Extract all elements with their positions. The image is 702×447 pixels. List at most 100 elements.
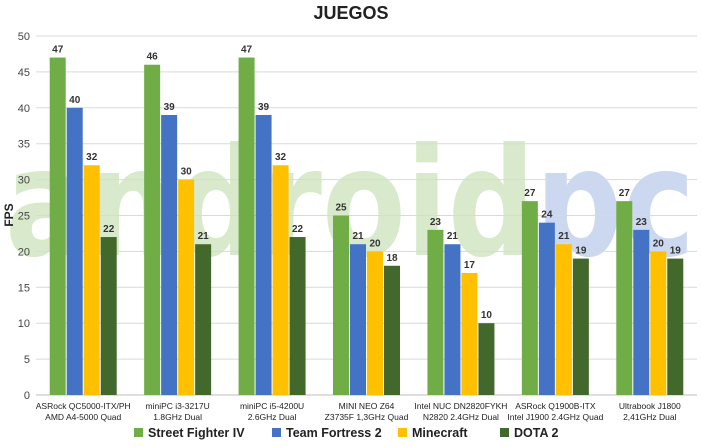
bar bbox=[572, 258, 589, 395]
x-tick-label: Ultrabook J1800 2,41GHz Dual bbox=[619, 401, 681, 422]
data-label: 32 bbox=[86, 152, 98, 163]
bar bbox=[66, 107, 83, 396]
legend-item: DOTA 2 bbox=[500, 426, 558, 440]
bar bbox=[289, 237, 306, 395]
bar bbox=[555, 244, 572, 395]
data-label: 40 bbox=[69, 95, 81, 106]
data-label: 18 bbox=[386, 253, 398, 264]
y-tick-label: 40 bbox=[18, 103, 30, 115]
bar bbox=[255, 114, 272, 395]
bar bbox=[444, 244, 461, 395]
data-label: 19 bbox=[575, 246, 587, 257]
bar bbox=[100, 237, 117, 395]
x-tick-label: ASRock Q1900B-ITX Intel J1900 2.4GHz Quad bbox=[507, 401, 603, 422]
bar bbox=[521, 201, 538, 395]
bar bbox=[384, 265, 400, 395]
bar bbox=[178, 179, 195, 395]
data-label: 39 bbox=[258, 102, 270, 113]
legend-swatch bbox=[500, 428, 509, 437]
category-group: 27 24 21 19 bbox=[521, 188, 589, 395]
data-label: 27 bbox=[524, 188, 536, 199]
data-label: 23 bbox=[430, 217, 442, 228]
y-tick-label: 45 bbox=[18, 67, 30, 79]
y-tick-label: 30 bbox=[18, 175, 30, 187]
data-label: 25 bbox=[335, 203, 347, 214]
x-tick-label: miniPC i5-4200U 2.6GHz Dual bbox=[240, 401, 304, 422]
y-tick-label: 35 bbox=[18, 139, 30, 151]
category-group: 25 21 20 18 bbox=[333, 203, 400, 395]
category-group: 23 21 17 10 bbox=[427, 217, 495, 395]
legend: Street Fighter IV Team Fortress 2 Minecraf… bbox=[134, 426, 558, 440]
data-label: 23 bbox=[636, 217, 648, 228]
bar bbox=[633, 229, 650, 395]
bar bbox=[667, 258, 684, 395]
x-tick-label: Intel NUC DN2820FYKH N2820 2.4GHz Dual bbox=[414, 401, 507, 422]
chart-title: JUEGOS bbox=[313, 3, 388, 23]
legend-label: DOTA 2 bbox=[514, 426, 558, 440]
bar bbox=[333, 215, 349, 395]
bars: 47 40 32 22 46 39 30 21 47 39 32 22 25 21 20 18 23 21 17 10… bbox=[49, 45, 684, 396]
category-group: 47 40 32 22 bbox=[49, 45, 117, 396]
y-axis-label: FPS bbox=[2, 203, 16, 226]
bar bbox=[367, 251, 383, 395]
legend-label: Minecraft bbox=[412, 426, 468, 440]
bar bbox=[478, 323, 495, 395]
bar bbox=[427, 229, 444, 395]
bar bbox=[195, 244, 212, 395]
bar bbox=[538, 222, 555, 395]
data-label: 47 bbox=[52, 45, 64, 56]
data-label: 32 bbox=[275, 152, 287, 163]
y-tick-label: 15 bbox=[18, 282, 30, 294]
y-tick-label: 5 bbox=[24, 354, 30, 366]
x-tick-label: MINI NEO Z64 Z3735F 1,3GHz Quad bbox=[325, 401, 409, 422]
data-label: 27 bbox=[619, 188, 631, 199]
data-label: 47 bbox=[241, 45, 253, 56]
bar bbox=[161, 114, 178, 395]
gridlines bbox=[36, 35, 697, 396]
data-label: 21 bbox=[558, 231, 570, 242]
data-label: 22 bbox=[292, 224, 304, 235]
bar bbox=[238, 57, 255, 395]
data-label: 20 bbox=[653, 238, 665, 249]
axes: 0 5 10 15 20 25 30 35 40 45 50 ASRock QC5000-ITX/PH… bbox=[18, 31, 681, 422]
legend-item: Street Fighter IV bbox=[134, 426, 245, 440]
data-label: 39 bbox=[164, 102, 176, 113]
y-tick-label: 0 bbox=[24, 390, 30, 402]
data-label: 21 bbox=[352, 231, 364, 242]
data-label: 17 bbox=[464, 260, 476, 271]
category-group: 27 23 20 19 bbox=[616, 188, 684, 395]
data-label: 21 bbox=[447, 231, 459, 242]
legend-swatch bbox=[272, 428, 281, 437]
bar bbox=[49, 57, 66, 395]
legend-item: Minecraft bbox=[398, 426, 468, 440]
legend-swatch bbox=[134, 428, 143, 437]
bar bbox=[272, 165, 289, 395]
bar bbox=[350, 244, 366, 395]
bar bbox=[616, 201, 633, 395]
category-group: 46 39 30 21 bbox=[144, 52, 212, 395]
y-tick-label: 50 bbox=[18, 31, 30, 43]
data-label: 10 bbox=[481, 310, 493, 321]
bar bbox=[650, 251, 667, 395]
legend-label: Street Fighter IV bbox=[148, 426, 245, 440]
data-label: 21 bbox=[198, 231, 210, 242]
data-label: 30 bbox=[181, 167, 193, 178]
bar bbox=[83, 165, 100, 395]
data-label: 19 bbox=[670, 246, 682, 257]
data-label: 24 bbox=[541, 210, 553, 221]
x-tick-label: ASRock QC5000-ITX/PH AMD A4-5000 Quad bbox=[36, 401, 131, 422]
x-tick-label: miniPC i3-3217U 1.8GHz Dual bbox=[146, 401, 210, 422]
data-label: 22 bbox=[103, 224, 115, 235]
bar bbox=[461, 272, 478, 395]
y-tick-label: 10 bbox=[18, 318, 30, 330]
data-label: 46 bbox=[147, 52, 159, 63]
bar bbox=[144, 64, 161, 395]
legend-label: Team Fortress 2 bbox=[286, 426, 382, 440]
y-tick-label: 25 bbox=[18, 211, 30, 223]
legend-swatch bbox=[398, 428, 407, 437]
y-tick-label: 20 bbox=[18, 246, 30, 258]
category-group: 47 39 32 22 bbox=[238, 45, 306, 395]
legend-item: Team Fortress 2 bbox=[272, 426, 382, 440]
